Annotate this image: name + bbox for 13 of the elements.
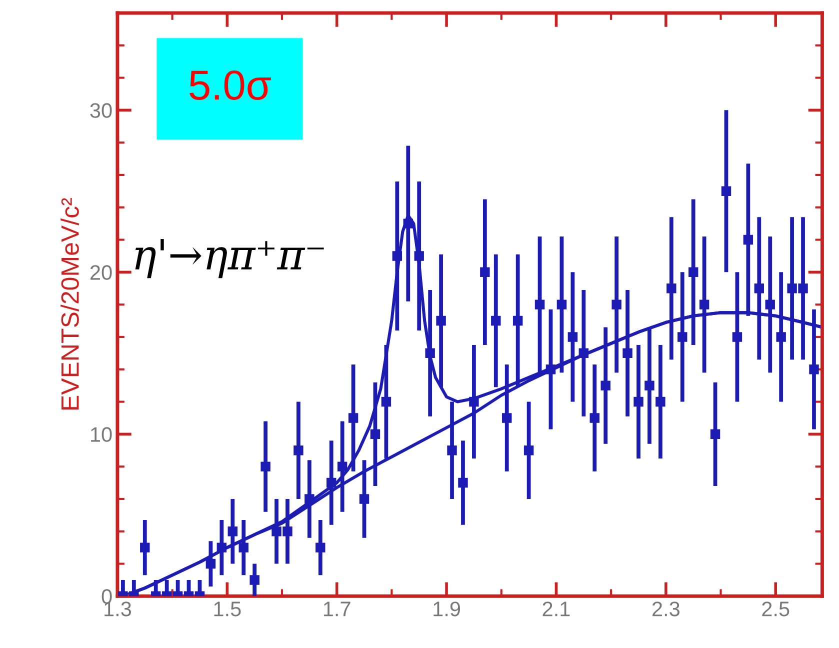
x-tick-label: 1.7: [324, 602, 350, 616]
x-tick-label: 1.9: [434, 602, 460, 616]
x-tick-label: 2.5: [762, 602, 790, 616]
y-tick-label: 20: [90, 265, 112, 280]
y-tick-label: 10: [91, 427, 112, 442]
y-axis-title: EVENTS/20MeV/c²: [60, 198, 79, 410]
x-tick-label: 2.1: [542, 602, 570, 616]
x-tick-label: 1.3: [104, 602, 132, 616]
y-tick-label: 30: [90, 103, 112, 118]
annotation: 5.0σ: [190, 70, 271, 100]
annotation: η'→ηπ⁺π⁻: [135, 239, 324, 278]
x-tick-label: 2.3: [652, 602, 680, 616]
x-tick-label: 1.5: [214, 602, 241, 616]
